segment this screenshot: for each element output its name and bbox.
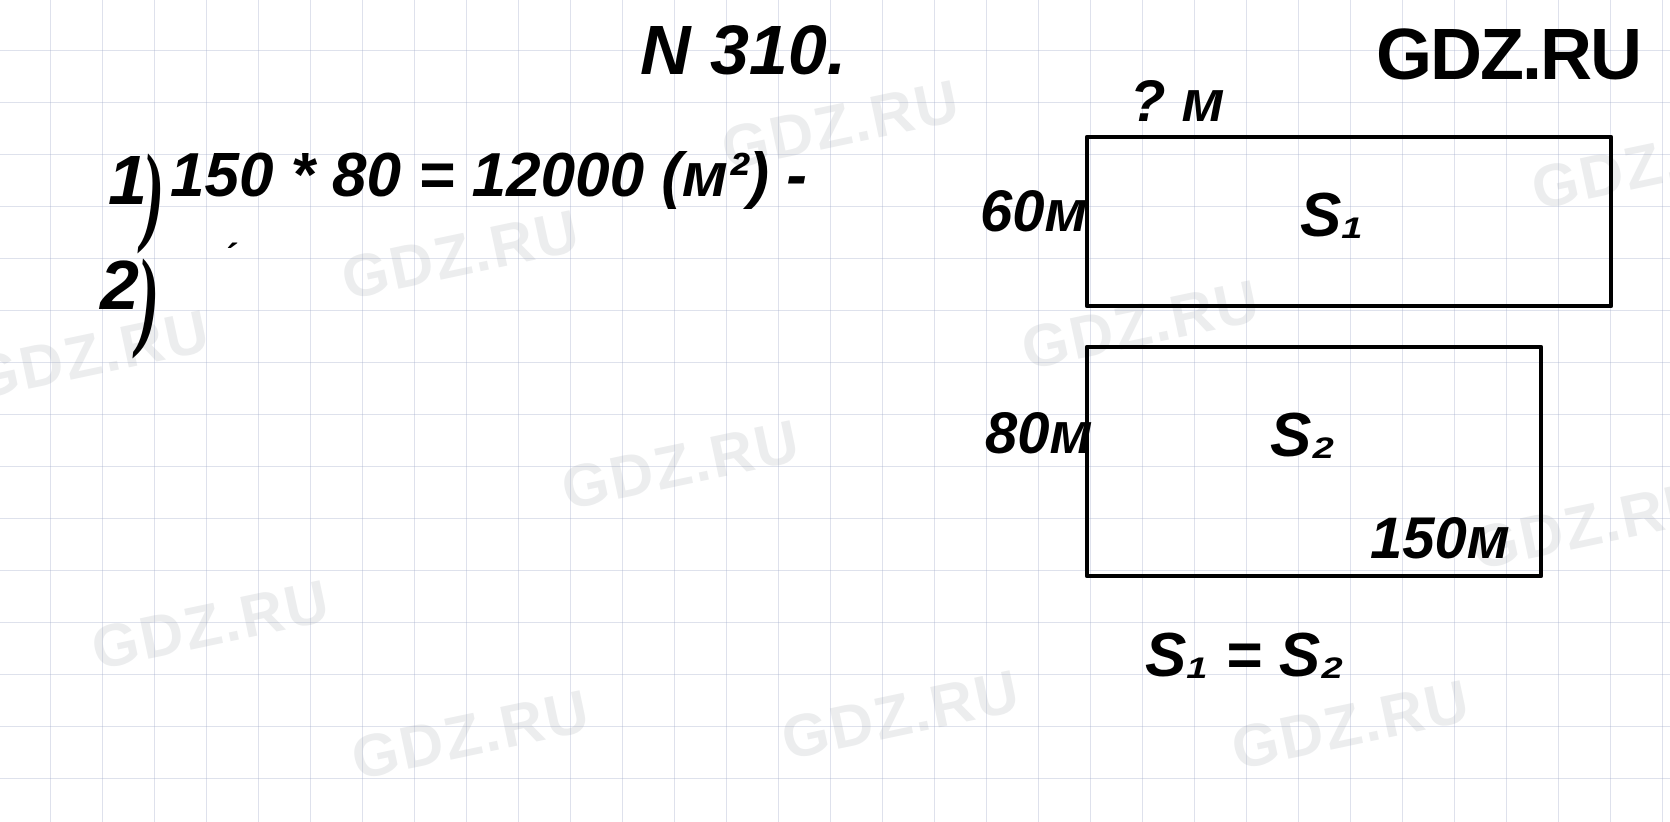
rect1-top-label: ? м: [1130, 68, 1224, 135]
step1-equation: 150 * 80 = 12000 (м²) -: [170, 140, 807, 211]
page-root: GDZ.RU GDZ.RU GDZ.RU GDZ.RU GDZ.RU GDZ.R…: [0, 0, 1670, 822]
step2-paren: ): [137, 235, 159, 362]
exercise-number: N 310.: [640, 10, 846, 90]
area-equality: S₁ = S₂: [1145, 620, 1344, 691]
step1-mark: ˏ: [230, 205, 243, 250]
step2-number: 2: [100, 245, 139, 325]
rect2-bottom-label: 150м: [1370, 505, 1510, 572]
rect2-area-label: S₂: [1270, 400, 1335, 471]
step1-number: 1: [108, 140, 147, 220]
rect1-side-label: 60м: [980, 178, 1087, 245]
rect1-area-label: S₁: [1300, 180, 1363, 251]
rect2-side-label: 80м: [985, 400, 1092, 467]
site-logo: GDZ.RU: [1376, 14, 1640, 96]
